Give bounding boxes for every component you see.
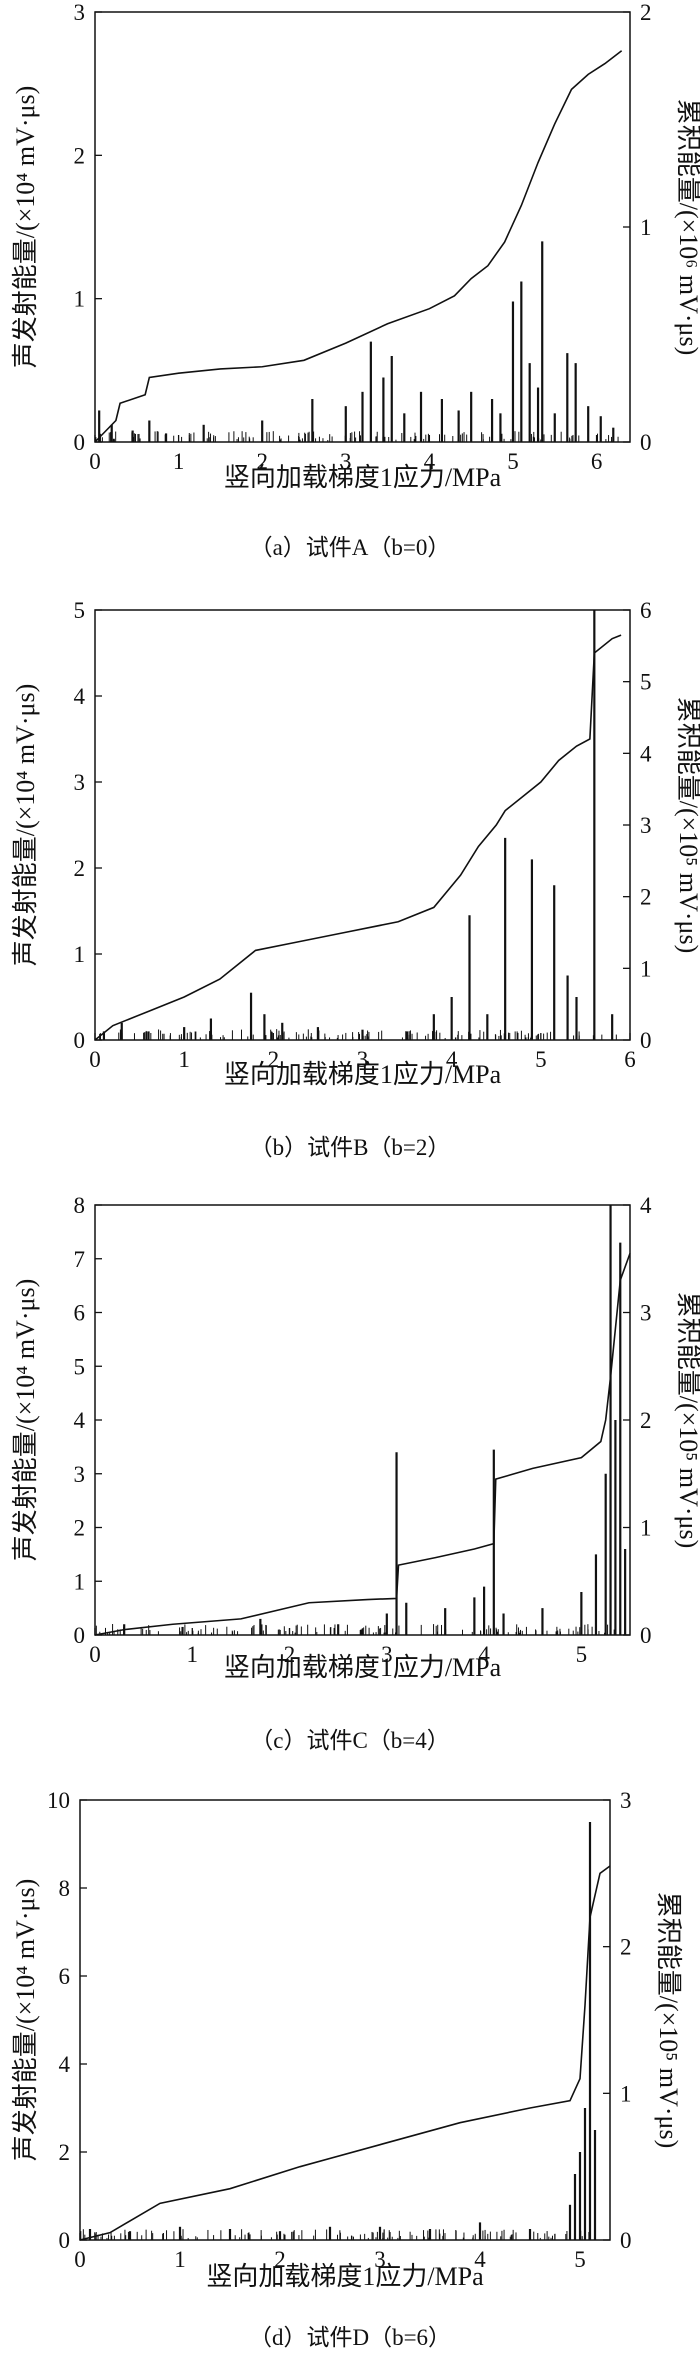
y-right-tick-label: 1 — [640, 215, 652, 240]
y-left-axis-title: 声发射能量/(×10⁴ mV·μs) — [11, 86, 40, 368]
panel-caption: （a）试件A（b=0） — [250, 535, 451, 560]
y-right-tick-label: 0 — [620, 2228, 632, 2253]
y-right-tick-label: 5 — [640, 670, 652, 695]
x-tick-label: 0 — [89, 1047, 101, 1072]
x-tick-label: 4 — [424, 449, 436, 474]
panel-c: 0 1 2 3 4 501234567801234竖向加载梯度1应力/MPa声发射能量/(… — [11, 1193, 700, 1753]
y-left-tick-label: 3 — [74, 0, 86, 25]
y-right-tick-label: 3 — [640, 1301, 652, 1326]
x-tick-label: 1 — [178, 1047, 190, 1072]
x-tick-label: 6 — [624, 1047, 636, 1072]
x-tick-label: 2 — [284, 1642, 296, 1667]
panel-caption: （b）试件B（b=2） — [250, 1135, 451, 1160]
y-right-tick-label: 0 — [640, 430, 652, 455]
x-axis-title: 竖向加载梯度1应力/MPa — [224, 1653, 502, 1682]
y-right-axis-title: 累积能量/(×10⁵ mV·μs) — [674, 697, 700, 953]
y-left-tick-label: 0 — [74, 1028, 86, 1053]
plot-frame — [94, 609, 631, 1041]
y-left-tick-label: 5 — [74, 598, 86, 623]
y-right-tick-label: 0 — [640, 1028, 652, 1053]
x-tick-label: 2 — [274, 2247, 286, 2272]
y-left-tick-label: 0 — [59, 2228, 71, 2253]
x-axis-title: 竖向加载梯度1应力/MPa — [224, 463, 502, 492]
y-right-axis-title: 累积能量/(×10⁶ mV·μs) — [674, 99, 700, 355]
panel-d: 0 1 2 3 4 502468100123竖向加载梯度1应力/MPa声发射能量/(×10… — [11, 1788, 683, 2350]
cumulative-energy-line — [94, 634, 622, 1041]
y-left-axis-title: 声发射能量/(×10⁴ mV·μs) — [11, 1879, 40, 2161]
plot-frame — [94, 1204, 631, 1636]
x-tick-label: 3 — [340, 449, 352, 474]
y-left-tick-label: 7 — [74, 1247, 86, 1272]
x-tick-label: 4 — [446, 1047, 458, 1072]
x-tick-label: 1 — [173, 449, 185, 474]
x-tick-label: 2 — [256, 449, 268, 474]
y-left-tick-label: 3 — [74, 1462, 86, 1487]
y-right-tick-label: 3 — [620, 1788, 632, 1813]
x-tick-label: 5 — [507, 449, 519, 474]
y-left-tick-label: 2 — [59, 2140, 71, 2165]
y-left-axis-title: 声发射能量/(×10⁴ mV·μs) — [11, 684, 40, 966]
y-right-tick-label: 3 — [640, 813, 652, 838]
y-left-tick-label: 8 — [59, 1876, 71, 1901]
y-left-tick-label: 2 — [74, 143, 86, 168]
cumulative-energy-line — [79, 1865, 611, 2241]
y-left-tick-label: 1 — [74, 942, 86, 967]
y-left-tick-label: 1 — [74, 287, 86, 312]
y-right-tick-label: 2 — [640, 885, 652, 910]
y-left-tick-label: 10 — [47, 1788, 70, 1813]
x-tick-label: 2 — [268, 1047, 280, 1072]
panel-b: 0 1 2 3 4 5 60123450123456竖向加载梯度1应力/MPa声发射能量/(… — [11, 598, 700, 1160]
y-left-tick-label: 4 — [59, 2052, 71, 2077]
x-axis-title: 竖向加载梯度1应力/MPa — [224, 1060, 502, 1089]
y-right-tick-label: 0 — [640, 1623, 652, 1648]
y-right-axis-title: 累积能量/(×10⁵ mV·μs) — [654, 1892, 683, 2148]
x-tick-label: 0 — [74, 2247, 86, 2272]
y-right-tick-label: 2 — [640, 0, 652, 25]
y-left-tick-label: 2 — [74, 856, 86, 881]
x-tick-label: 5 — [574, 2247, 586, 2272]
y-left-tick-label: 6 — [74, 1301, 86, 1326]
y-right-tick-label: 1 — [620, 2081, 632, 2106]
x-tick-label: 6 — [591, 449, 603, 474]
plot-frame — [79, 1799, 611, 2241]
y-left-tick-label: 3 — [74, 770, 86, 795]
y-left-tick-label: 4 — [74, 684, 86, 709]
x-tick-label: 4 — [478, 1642, 490, 1667]
cumulative-energy-line — [94, 1253, 631, 1636]
y-right-tick-label: 4 — [640, 741, 652, 766]
y-right-tick-label: 6 — [640, 598, 652, 623]
x-tick-label: 0 — [89, 449, 101, 474]
x-tick-label: 3 — [381, 1642, 393, 1667]
y-left-tick-label: 6 — [59, 1964, 71, 1989]
y-right-tick-label: 2 — [640, 1408, 652, 1433]
y-right-tick-label: 4 — [640, 1193, 652, 1218]
y-left-tick-label: 2 — [74, 1516, 86, 1541]
x-tick-label: 3 — [357, 1047, 369, 1072]
y-left-tick-label: 1 — [74, 1569, 86, 1594]
panel-caption: （c）试件C（b=4） — [250, 1728, 450, 1753]
x-axis-title: 竖向加载梯度1应力/MPa — [206, 2262, 484, 2291]
x-tick-label: 0 — [89, 1642, 101, 1667]
x-tick-label: 5 — [535, 1047, 547, 1072]
y-left-tick-label: 8 — [74, 1193, 86, 1218]
y-left-tick-label: 5 — [74, 1354, 86, 1379]
x-tick-label: 1 — [174, 2247, 186, 2272]
y-right-axis-title: 累积能量/(×10⁵ mV·μs) — [674, 1292, 700, 1548]
x-tick-label: 3 — [374, 2247, 386, 2272]
plot-frame — [94, 11, 631, 443]
y-right-tick-label: 2 — [620, 1935, 632, 1960]
y-left-tick-label: 4 — [74, 1408, 86, 1433]
y-left-tick-label: 0 — [74, 1623, 86, 1648]
x-tick-label: 4 — [474, 2247, 486, 2272]
cumulative-energy-line — [94, 50, 623, 443]
x-tick-label: 1 — [187, 1642, 199, 1667]
y-right-tick-label: 1 — [640, 1516, 652, 1541]
y-right-tick-label: 1 — [640, 956, 652, 981]
y-left-axis-title: 声发射能量/(×10⁴ mV·μs) — [11, 1279, 40, 1561]
x-tick-label: 5 — [576, 1642, 588, 1667]
panel-caption: （d）试件D（b=6） — [249, 2325, 451, 2350]
y-left-tick-label: 0 — [74, 430, 86, 455]
